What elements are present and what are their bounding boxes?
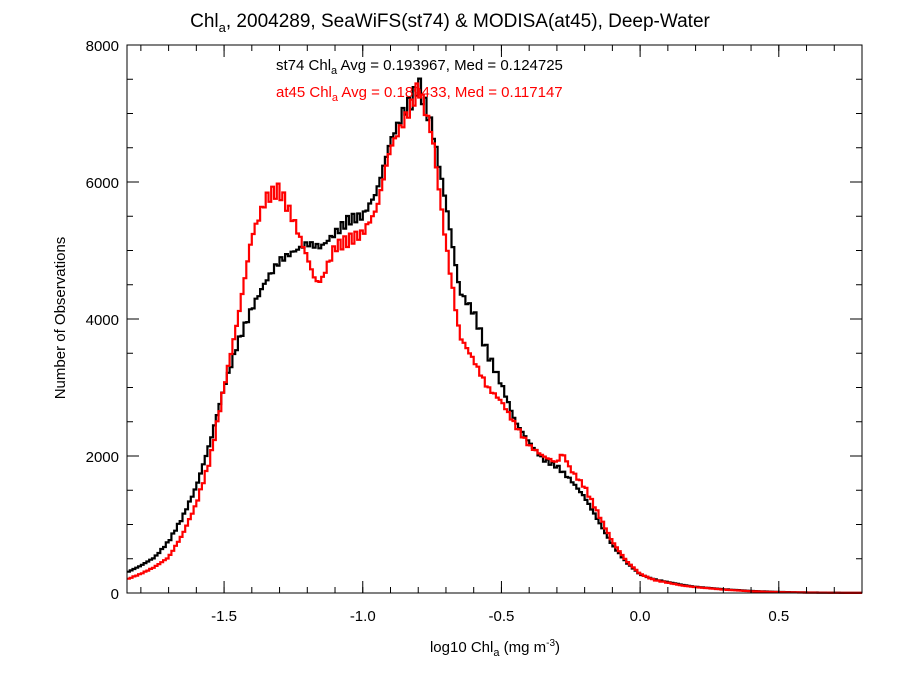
annotation-st74-stats: st74 Chla Avg = 0.193967, Med = 0.124725: [276, 57, 563, 77]
annotations: st74 Chla Avg = 0.193967, Med = 0.124725…: [276, 57, 563, 104]
x-axis-title-post: ): [555, 639, 560, 656]
series-st74-line: [127, 77, 862, 594]
y-tick-label: 0: [111, 586, 119, 603]
y-tick-label: 6000: [86, 175, 119, 192]
x-axis: -1.5 -1.0 -0.5 0.0 0.5: [140, 45, 863, 625]
x-axis-title-mid: (mg m: [499, 639, 546, 656]
chart-title-sub: a: [219, 20, 227, 35]
y-tick-label: 8000: [86, 38, 119, 55]
series-at45-line: [127, 82, 862, 594]
x-axis-title-sub: a: [493, 647, 500, 659]
x-axis-title-sup: -3: [546, 638, 555, 649]
x-axis-title-pre: log10 Chl: [430, 639, 493, 656]
x-tick-label: -1.0: [350, 608, 376, 625]
y-tick-label: 2000: [86, 449, 119, 466]
y-axis-title: Number of Observations: [52, 237, 69, 400]
x-tick-label: 0.5: [768, 608, 789, 625]
x-tick-label: -1.5: [211, 608, 237, 625]
annotation-at45-stats: at45 Chla Avg = 0.189433, Med = 0.117147: [276, 84, 563, 104]
x-tick-label: 0.0: [630, 608, 651, 625]
chart-title: Chla, 2004289, SeaWiFS(st74) & MODISA(at…: [190, 11, 710, 35]
series-layer: [127, 77, 862, 594]
chart-title-pre: Chl: [190, 11, 219, 32]
y-axis: 0 2000 4000 6000 8000: [86, 38, 862, 603]
x-axis-title: log10 Chla (mg m-3): [430, 638, 560, 659]
y-tick-label: 4000: [86, 312, 119, 329]
x-tick-label: -0.5: [489, 608, 515, 625]
chart-title-post: , 2004289, SeaWiFS(st74) & MODISA(at45),…: [226, 11, 711, 32]
